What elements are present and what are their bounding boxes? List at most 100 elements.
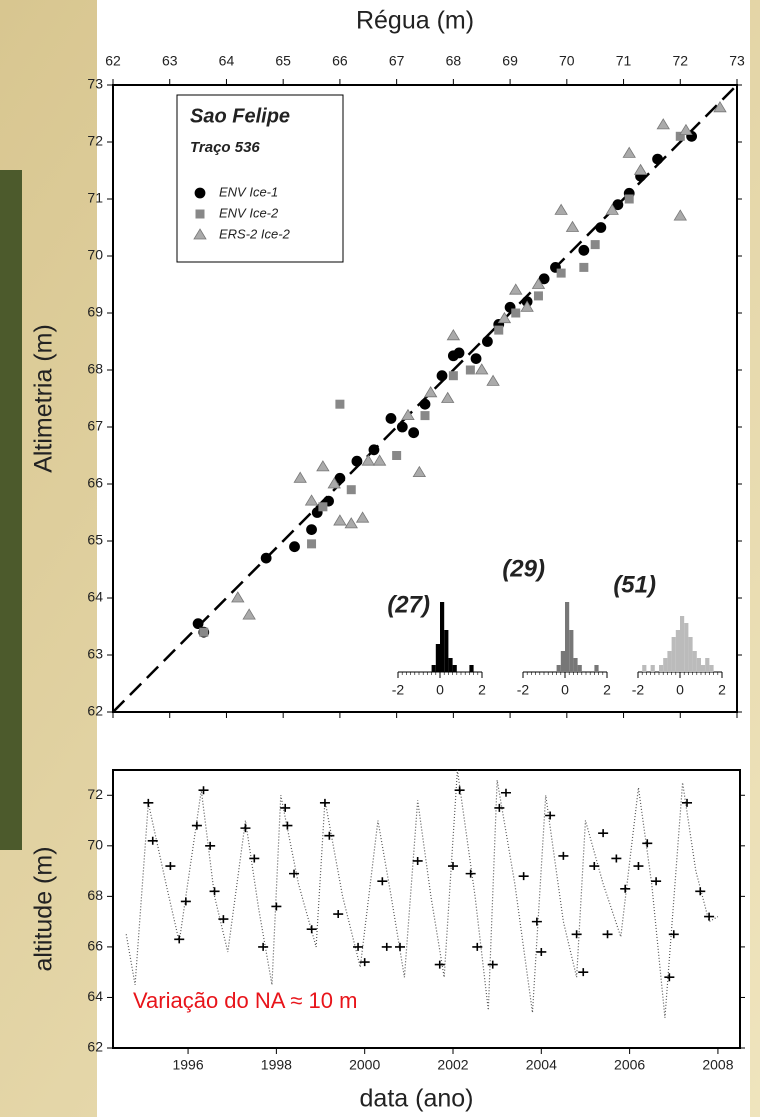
x-tick-label: 67 [389,53,405,69]
y-tick-label: 62 [87,1039,103,1055]
measurement [359,958,370,967]
hist-bar [435,644,440,672]
hist-bar [659,665,664,672]
measurement [324,831,335,840]
point [316,460,330,472]
measurement [282,821,293,830]
y-tick-label: 63 [87,646,103,662]
hist-title: (27) [387,591,430,618]
legend-box [176,94,344,263]
y-tick-label: 67 [87,418,103,434]
point [412,465,427,477]
measurement [571,930,582,939]
point [423,386,438,398]
point [346,485,356,495]
hist-bar [431,665,436,672]
point [497,311,512,324]
hist-bar [709,665,714,672]
y-tick-label: 69 [87,304,103,320]
point [538,273,550,285]
point [231,591,245,603]
measurement [578,968,589,977]
point [368,444,380,456]
x-tick-label: 2004 [526,1057,557,1073]
y-tick-label: 64 [87,589,103,605]
hist-tick-label: 2 [478,682,486,698]
measurement [218,915,229,924]
y-axis-title: altitude (m) [30,846,58,971]
point [385,413,397,424]
point [713,101,727,113]
measurement [651,877,662,886]
hist-bar [701,665,706,672]
measurement [180,897,191,906]
measurement [545,811,556,820]
point [335,399,345,409]
point [344,517,358,529]
hist-bar [440,602,445,672]
point [361,454,375,466]
measurement [642,839,653,848]
hist-bar [684,623,689,672]
point [306,524,317,535]
point [656,118,670,130]
measurement [333,910,344,919]
measurement [695,887,706,896]
hist-tick-label: 0 [561,682,569,698]
hist-bar [692,651,697,672]
hist-bar [573,658,578,672]
measurement [412,856,423,865]
measurement [198,786,209,795]
point [333,514,347,526]
hist-tick-label: 2 [603,682,611,698]
x-axis-title: Régua (m) [356,7,474,35]
hist-bar [444,630,449,672]
point [192,618,204,630]
point [679,123,693,135]
measurement [682,798,693,807]
hist-bar [577,665,582,672]
point [565,220,580,232]
point [318,502,328,512]
measurement [611,854,622,863]
point [470,353,482,365]
hist-tick-label: -2 [517,682,530,698]
point [578,244,590,256]
point [605,203,619,215]
measurement [558,851,569,860]
point [408,427,420,439]
y-tick-label: 70 [87,837,103,853]
hist-bar [680,616,685,672]
point [509,283,523,295]
legend-label: ENV Ice-1 [219,184,278,199]
measurement [191,821,202,830]
hist-bar [560,651,565,672]
legend-label: ERS-2 Ice-2 [219,226,291,241]
point [453,347,465,359]
hist-bar [594,665,599,672]
measurement [494,803,505,812]
point [446,329,461,341]
charts: 62 63 64 65 66 67 68 69 70 71 72 736263646566676869… [30,7,745,1113]
legend-marker [195,209,205,219]
x-tick-label: 2002 [437,1057,468,1073]
hist-bar [650,665,655,672]
hist-bar [671,637,676,672]
y-tick-label: 66 [87,475,103,491]
measurement [472,942,483,951]
measurement [487,960,498,969]
point [327,477,341,489]
point [475,363,489,375]
hist-tick-label: 2 [718,682,726,698]
measurement [589,862,600,871]
point [334,472,346,484]
measurement [240,824,251,833]
hist-tick-label: 0 [676,682,684,698]
hist-bar [696,658,701,672]
measurement [465,869,476,878]
x-tick-label: 66 [332,53,348,69]
measurement [536,947,547,956]
measurement [704,912,715,921]
measurement [381,942,392,951]
